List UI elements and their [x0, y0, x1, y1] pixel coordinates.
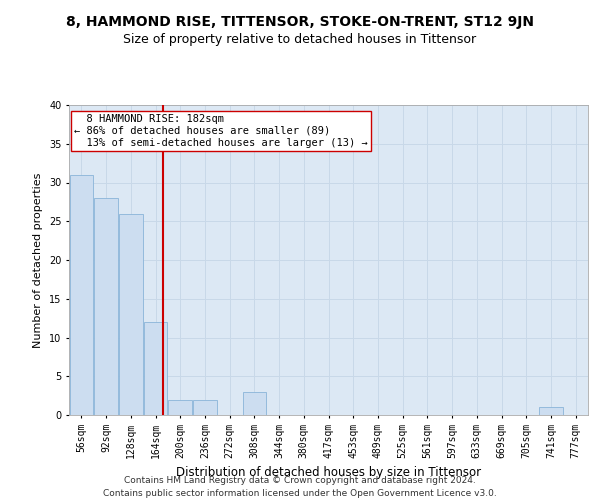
Text: Size of property relative to detached houses in Tittensor: Size of property relative to detached ho… [124, 32, 476, 46]
Bar [169, 400, 192, 415]
Text: 8 HAMMOND RISE: 182sqm
← 86% of detached houses are smaller (89)
  13% of semi-d: 8 HAMMOND RISE: 182sqm ← 86% of detached… [74, 114, 368, 148]
Bar [70, 175, 93, 415]
Text: Contains HM Land Registry data © Crown copyright and database right 2024.
Contai: Contains HM Land Registry data © Crown c… [103, 476, 497, 498]
Bar [144, 322, 167, 415]
X-axis label: Distribution of detached houses by size in Tittensor: Distribution of detached houses by size … [176, 466, 481, 479]
Text: 8, HAMMOND RISE, TITTENSOR, STOKE-ON-TRENT, ST12 9JN: 8, HAMMOND RISE, TITTENSOR, STOKE-ON-TRE… [66, 15, 534, 29]
Bar [539, 407, 563, 415]
Bar [119, 214, 143, 415]
Bar [242, 392, 266, 415]
Y-axis label: Number of detached properties: Number of detached properties [34, 172, 43, 348]
Bar [193, 400, 217, 415]
Bar [94, 198, 118, 415]
